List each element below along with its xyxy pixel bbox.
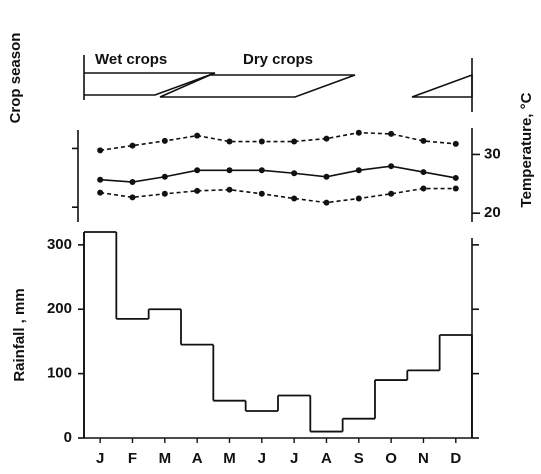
temperature-point bbox=[129, 142, 136, 149]
crop-season-label: Crop season bbox=[7, 33, 24, 124]
x-tick-label: O bbox=[385, 450, 397, 467]
temperature-point bbox=[129, 179, 136, 186]
crop-label: Wet crops bbox=[95, 51, 167, 68]
x-tick-label: S bbox=[354, 450, 364, 467]
y-tick-label: 30 bbox=[484, 145, 501, 162]
y2-axis-label: Temperature, °C bbox=[518, 92, 535, 207]
temperature-point bbox=[97, 176, 104, 183]
temperature-point bbox=[97, 189, 104, 196]
temperature-point bbox=[226, 186, 233, 193]
temperature-point bbox=[323, 135, 330, 142]
temperature-point bbox=[420, 169, 427, 176]
x-tick-label: J bbox=[258, 450, 266, 467]
temperature-point bbox=[161, 137, 168, 144]
temperature-point bbox=[194, 167, 201, 174]
dry-crops-shape bbox=[159, 74, 356, 98]
x-tick-label: F bbox=[128, 450, 137, 467]
y-tick-label: 0 bbox=[64, 429, 72, 446]
wet-crops-shape bbox=[84, 72, 216, 96]
temperature-point bbox=[420, 137, 427, 144]
x-tick-label: J bbox=[290, 450, 298, 467]
x-tick-label: N bbox=[418, 450, 429, 467]
temperature-point bbox=[355, 129, 362, 136]
temperature-point bbox=[258, 167, 265, 174]
x-tick-label: M bbox=[159, 450, 172, 467]
temperature-point bbox=[161, 190, 168, 197]
temperature-point bbox=[129, 194, 136, 201]
temperature-point bbox=[388, 130, 395, 137]
y-tick-label: 20 bbox=[484, 204, 501, 221]
y-tick-label: 300 bbox=[47, 236, 72, 253]
x-tick-label: D bbox=[450, 450, 461, 467]
temperature-point bbox=[355, 167, 362, 174]
y-tick-label: 100 bbox=[47, 365, 72, 382]
x-tick-label: A bbox=[192, 450, 203, 467]
temperature-point bbox=[97, 147, 104, 154]
temperature-point bbox=[452, 140, 459, 147]
temperature-point bbox=[226, 167, 233, 174]
temperature-point bbox=[291, 195, 298, 202]
temperature-point bbox=[161, 173, 168, 180]
temperature-point bbox=[355, 195, 362, 202]
temperature-point bbox=[258, 190, 265, 197]
x-tick-label: M bbox=[223, 450, 236, 467]
temperature-point bbox=[291, 170, 298, 177]
y-axis-label: Rainfall , mm bbox=[11, 288, 28, 381]
temperature-line bbox=[100, 165, 456, 183]
temperature-point bbox=[291, 138, 298, 145]
temperature-point bbox=[323, 173, 330, 180]
crop-label: Dry crops bbox=[243, 51, 313, 68]
temperature-point bbox=[194, 132, 201, 139]
temperature-point bbox=[258, 138, 265, 145]
temperature-point bbox=[194, 187, 201, 194]
temperature-point bbox=[388, 163, 395, 170]
temperature-point bbox=[388, 190, 395, 197]
temperature-point bbox=[226, 138, 233, 145]
y-tick-label: 200 bbox=[47, 300, 72, 317]
temperature-point bbox=[323, 199, 330, 206]
temperature-point bbox=[452, 185, 459, 192]
temperature-point bbox=[452, 174, 459, 181]
temperature-line bbox=[100, 187, 456, 204]
temperature-line bbox=[100, 131, 456, 152]
wet-crops-shape bbox=[411, 73, 473, 98]
x-tick-label: J bbox=[96, 450, 104, 467]
x-tick-label: A bbox=[321, 450, 332, 467]
temperature-point bbox=[420, 185, 427, 192]
